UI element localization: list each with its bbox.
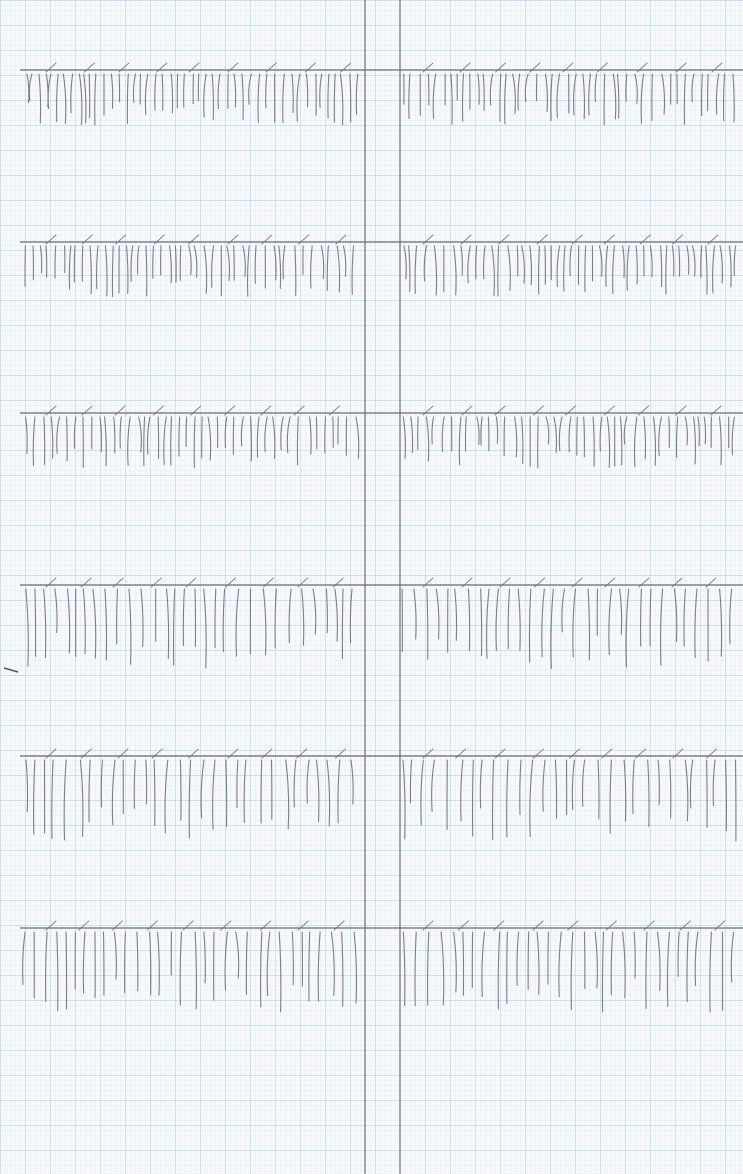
pencil-strokes	[24, 416, 735, 469]
pencil-ticks	[45, 405, 722, 416]
pencil-ticks	[45, 62, 723, 73]
pencil-ticks	[45, 748, 718, 759]
pencil-strokes	[24, 245, 737, 297]
pencil-ticks	[45, 920, 726, 931]
strokes	[20, 62, 743, 1013]
pencil-strokes	[25, 588, 733, 670]
smudge	[3, 667, 19, 673]
pencil-ticks	[45, 234, 719, 245]
pencil-ticks	[45, 577, 717, 588]
pencil-strokes	[22, 931, 735, 1013]
pencil-strokes	[25, 759, 737, 842]
pencil-strokes	[26, 73, 735, 126]
